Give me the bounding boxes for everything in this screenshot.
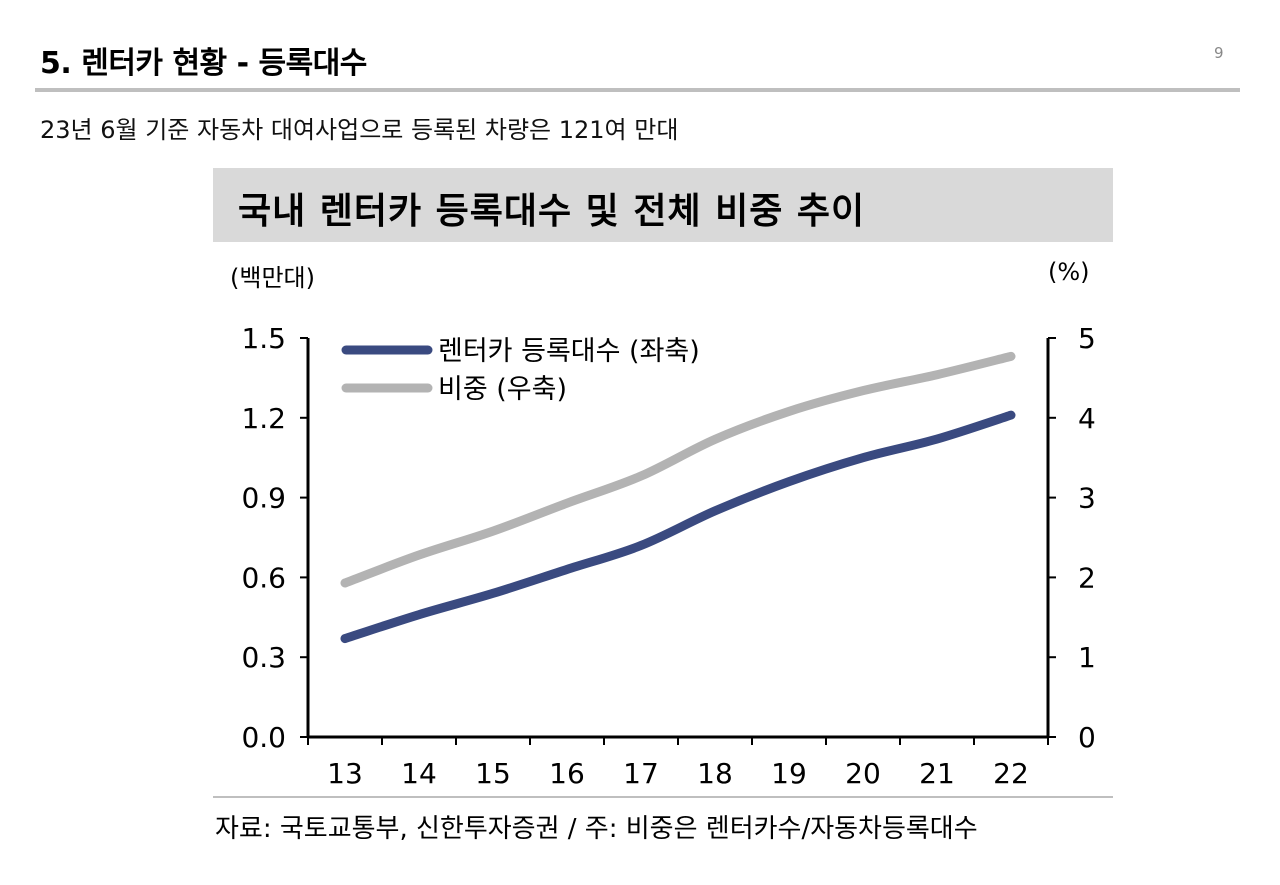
x-axis-tick-label: 22 — [993, 757, 1029, 790]
right-axis-tick-label: 3 — [1078, 482, 1096, 515]
chart-title: 국내 렌터카 등록대수 및 전체 비중 추이 — [238, 191, 866, 232]
left-axis-tick-label: 1.2 — [241, 402, 286, 435]
right-axis-tick-label: 4 — [1078, 402, 1096, 435]
source-note: 자료: 국토교통부, 신한투자증권 / 주: 비중은 렌터카수/자동차등록대수 — [215, 814, 978, 844]
left-axis-tick-label: 0.6 — [241, 561, 286, 594]
chart-title-banner: 국내 렌터카 등록대수 및 전체 비중 추이 — [213, 168, 1113, 242]
left-axis-tick-label: 0.0 — [241, 721, 286, 754]
x-axis-tick-label: 15 — [475, 757, 511, 790]
page-number: 9 — [1214, 44, 1224, 62]
x-axis-tick-label: 18 — [697, 757, 733, 790]
right-axis-tick-label: 0 — [1078, 721, 1096, 754]
left-axis-tick-label: 1.5 — [241, 322, 286, 355]
source-divider — [213, 796, 1113, 798]
page-title: 5. 렌터카 현황 - 등록대수 — [40, 46, 367, 81]
x-axis-tick-label: 20 — [845, 757, 881, 790]
right-axis-tick-label: 1 — [1078, 641, 1096, 674]
right-axis-unit: (%) — [1048, 258, 1090, 286]
right-axis-tick-label: 5 — [1078, 322, 1096, 355]
share-ratio-line — [340, 351, 1016, 588]
legend-label: 렌터카 등록대수 (좌축) — [438, 336, 700, 367]
x-axis-tick-label: 16 — [549, 757, 585, 790]
left-axis-tick-label: 0.9 — [241, 482, 286, 515]
x-axis-tick-label: 19 — [771, 757, 807, 790]
right-axis-tick-label: 2 — [1078, 561, 1096, 594]
x-axis-tick-label: 13 — [327, 757, 363, 790]
x-axis-tick-label: 21 — [919, 757, 955, 790]
legend-label: 비중 (우축) — [438, 374, 567, 405]
rental-car-count-line — [340, 410, 1016, 644]
title-divider — [35, 88, 1240, 92]
page-subtitle: 23년 6월 기준 자동차 대여사업으로 등록된 차량은 121여 만대 — [40, 116, 679, 144]
x-axis-tick-label: 14 — [401, 757, 437, 790]
x-axis-tick-label: 17 — [623, 757, 659, 790]
left-axis-unit: (백만대) — [230, 264, 315, 292]
left-axis-tick-label: 0.3 — [241, 641, 286, 674]
